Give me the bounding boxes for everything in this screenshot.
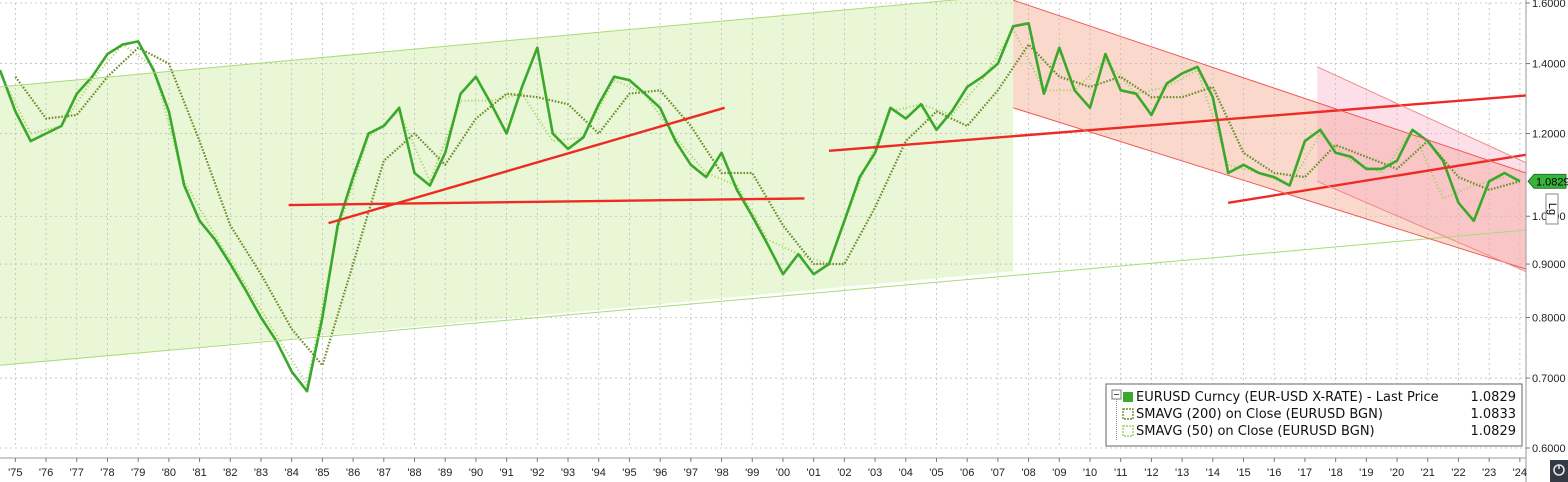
x-tick-label: '89 (438, 467, 452, 479)
x-tick-label: '24 (1513, 467, 1527, 479)
svg-text:Lg: Lg (1546, 203, 1558, 215)
x-tick-label: '80 (162, 467, 176, 479)
legend-series-value-2: 1.0829 (1471, 424, 1517, 439)
trendline-7 (1013, 107, 1527, 270)
x-tick-label: '07 (991, 467, 1005, 479)
x-tick-label: '16 (1267, 467, 1281, 479)
last-price-tag (1527, 173, 1567, 189)
x-tick-label: '23 (1482, 467, 1496, 479)
x-tick-label: '94 (592, 467, 606, 479)
x-tick-label: '08 (1021, 467, 1035, 479)
x-tick-label: '92 (530, 467, 544, 479)
y-tick-label: 1.2000 (1532, 129, 1566, 141)
y-tick-label: 0.7000 (1532, 373, 1566, 385)
x-tick-label: '84 (285, 467, 299, 479)
x-tick-label: '04 (899, 467, 913, 479)
x-tick-label: '79 (131, 467, 145, 479)
legend-box (1105, 383, 1523, 447)
x-tick-label: '02 (837, 467, 851, 479)
legend-swatch-0 (1123, 392, 1133, 402)
x-tick-label: '00 (776, 467, 790, 479)
x-tick-label: '87 (377, 467, 391, 479)
x-tick-label: '98 (714, 467, 728, 479)
x-tick-label: '03 (868, 467, 882, 479)
x-tick-label: '81 (192, 467, 206, 479)
x-tick-label: '77 (70, 467, 84, 479)
x-tick-label: '99 (745, 467, 759, 479)
x-tick-label: '14 (1206, 467, 1220, 479)
trendline-5 (1227, 153, 1527, 205)
legend-series-value-0: 1.0829 (1471, 390, 1517, 405)
y-tick-label: 0.8000 (1532, 312, 1566, 324)
x-tick-label: '93 (561, 467, 575, 479)
legend-series-name-0: EURUSD Curncy (EUR-USD X-RATE) - Last Pr… (1136, 390, 1439, 405)
channel-shading (0, 0, 1526, 366)
x-tick-label: '91 (499, 467, 513, 479)
x-tick-label: '18 (1328, 467, 1342, 479)
x-tick-label: '90 (469, 467, 483, 479)
x-tick-label: '97 (684, 467, 698, 479)
legend-series-name-2: SMAVG (50) on Close (EURUSD BGN) (1136, 424, 1375, 439)
trendline-layer (0, 0, 1527, 366)
x-tick-label: '10 (1083, 467, 1097, 479)
log-scale-icon[interactable]: Lg (1545, 193, 1559, 225)
x-tick-label: '78 (100, 467, 114, 479)
trendline-0 (0, 0, 960, 88)
x-tick-label: '05 (929, 467, 943, 479)
trendline-1 (0, 229, 1527, 366)
green-channel-fill (0, 0, 1014, 366)
grid-lines (0, 2, 1526, 449)
x-tick-label: '95 (622, 467, 636, 479)
x-tick-label: '88 (407, 467, 421, 479)
x-tick-label: '75 (8, 467, 22, 479)
x-tick-label: '96 (653, 467, 667, 479)
trendline-4 (828, 94, 1527, 153)
y-tick-label: 0.9000 (1532, 259, 1566, 271)
series-line-0 (0, 22, 1521, 393)
legend-swatch-1 (1122, 408, 1134, 420)
y-tick-label: 0.6000 (1532, 443, 1566, 455)
x-tick-label: '19 (1359, 467, 1373, 479)
legend-swatch-2 (1122, 425, 1134, 437)
red-channel-fill (1013, 0, 1526, 270)
x-tick-label: '76 (39, 467, 53, 479)
series-line-2 (0, 28, 1505, 386)
x-tick-label: '17 (1298, 467, 1312, 479)
legend: EURUSD Curncy (EUR-USD X-RATE) - Last Pr… (1105, 383, 1523, 447)
x-tick-label: '85 (315, 467, 329, 479)
x-tick-label: '11 (1114, 467, 1128, 479)
x-tick-label: '06 (960, 467, 974, 479)
x-tick-label: '83 (254, 467, 268, 479)
chart-settings-icon[interactable] (1550, 460, 1568, 482)
trendline-8 (1317, 66, 1527, 164)
x-tick-label: '20 (1390, 467, 1404, 479)
y-tick-label: 1.6000 (1532, 0, 1566, 10)
trendline-2 (288, 197, 805, 207)
legend-series-name-1: SMAVG (200) on Close (EURUSD BGN) (1136, 407, 1383, 422)
x-tick-label: '01 (806, 467, 820, 479)
trendline-6 (1013, 0, 1527, 174)
legend-series-value-1: 1.0833 (1471, 407, 1517, 422)
x-tick-label: '21 (1421, 467, 1435, 479)
trendline-9 (1317, 180, 1527, 273)
x-tick-label: '22 (1451, 467, 1465, 479)
x-tick-label: '12 (1144, 467, 1158, 479)
x-tick-label: '86 (346, 467, 360, 479)
x-tick-label: '82 (223, 467, 237, 479)
x-tick-label: '13 (1175, 467, 1189, 479)
last-price-label: 1.0829 (1536, 176, 1568, 188)
trendline-3 (328, 106, 725, 225)
x-tick-label: '15 (1236, 467, 1250, 479)
y-tick-label: 1.4000 (1532, 59, 1566, 71)
x-tick-label: '09 (1052, 467, 1066, 479)
